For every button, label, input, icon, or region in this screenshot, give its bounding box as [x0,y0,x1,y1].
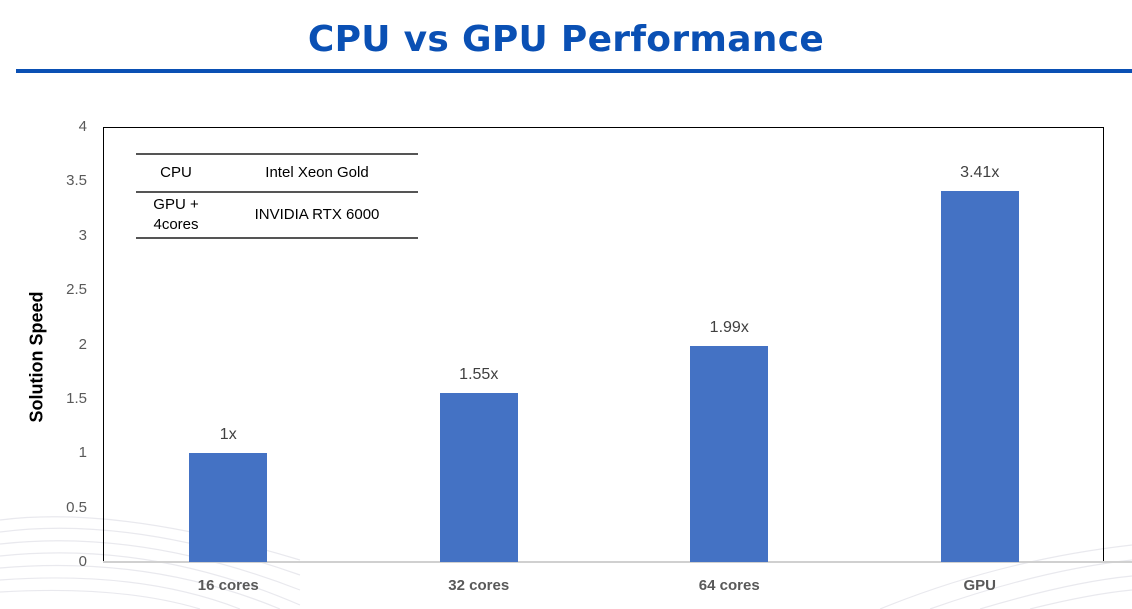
y-tick-label: 0 [78,553,87,570]
spec-value: INVIDIA RTX 6000 [254,206,380,223]
data-label: 1x [219,426,237,444]
y-tick-label: 3.5 [66,172,87,189]
spec-key: GPU + 4cores [153,196,199,233]
bar-gpu [940,191,1019,562]
x-tick-label: 64 cores [698,577,760,594]
y-tick-label: 1.5 [66,390,87,407]
plot-area [103,127,1104,562]
x-tick-label: 32 cores [448,577,510,594]
bar-16-cores [189,453,268,562]
data-label: 1.99x [709,318,749,336]
spec-row-gpu: GPU + 4cores INVIDIA RTX 6000 [136,191,418,237]
data-label: 3.41x [960,164,1000,182]
x-axis-line [103,561,1132,563]
y-tick-label: 2.5 [66,281,87,298]
data-label: 1.55x [459,366,499,384]
spec-table: CPU Intel Xeon Gold GPU + 4cores INVIDIA… [136,153,418,239]
y-tick-label: 3 [78,227,87,244]
y-tick-label: 1 [78,444,87,461]
spec-key: CPU [160,164,192,181]
bar-32-cores [439,393,518,562]
y-tick-label: 2 [78,336,87,353]
x-tick-label: GPU [963,577,996,594]
page-title: CPU vs GPU Performance [307,19,825,60]
spec-value: Intel Xeon Gold [265,164,369,181]
y-tick-label: 4 [78,118,87,135]
bar-64-cores [690,345,769,562]
x-tick-label: 16 cores [197,577,259,594]
y-tick-label: 0.5 [66,499,87,516]
spec-row-cpu: CPU Intel Xeon Gold [136,155,418,191]
title-underline [16,69,1132,73]
